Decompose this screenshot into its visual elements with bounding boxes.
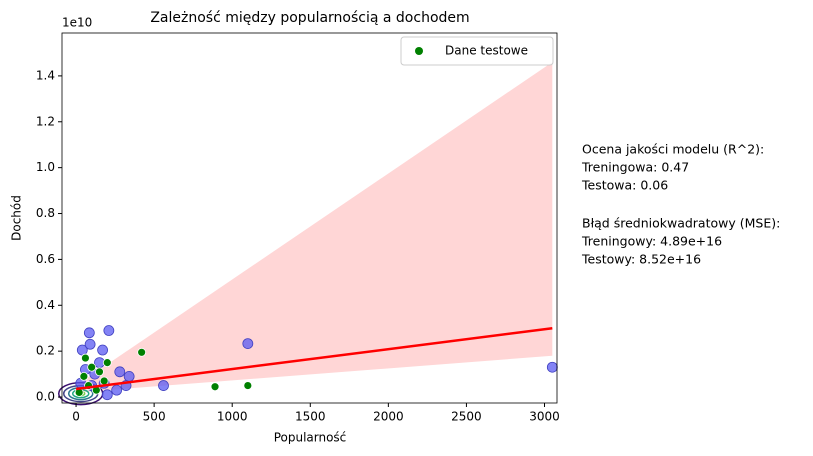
point [546,361,558,373]
point [83,327,95,339]
point [123,370,135,382]
point [111,384,123,396]
y-tick-label: 0.8 [36,206,55,220]
annotation-line: Treningowa: 0.47 [581,160,689,175]
point [243,381,253,390]
point [158,380,169,391]
x-tick-label: 3000 [529,410,560,424]
regression-line [75,326,553,391]
x-tick-label: 2500 [451,410,482,424]
point [99,376,109,386]
point [97,344,108,356]
legend-box [400,36,554,66]
point [210,382,220,392]
chart-title: Zależność między popularnością a dochode… [150,10,469,26]
annotation-line: Treningowy: 4.89e+16 [581,234,722,249]
y-tick-label: 0.0 [36,390,55,404]
x-tick-label: 1000 [217,410,248,424]
point [81,353,90,363]
y-tick-label: 0.4 [36,298,55,312]
point [95,367,104,377]
y-tick-label: 0.2 [36,344,55,358]
plot-frame [61,32,558,404]
y-offset-label: 1e10 [62,16,92,30]
point [101,389,113,401]
y-tick-label: 1.0 [36,160,55,174]
confidence-band [76,62,553,393]
point [79,371,89,381]
y-tick-label: 1.4 [36,68,55,82]
point [103,325,115,336]
legend-label: Dane testowe [445,44,528,58]
annotation-line: Ocena jakości modelu (R^2): [582,142,764,157]
annotation-line: Testowy: 8.52e+16 [581,252,701,267]
annotation-line: Testowa: 0.06 [581,178,668,193]
x-tick-label: 2000 [373,410,404,424]
y-tick-label: 1.2 [36,114,55,128]
y-tick-label: 0.6 [36,252,55,266]
x-tick-label: 0 [72,410,80,424]
point [242,338,254,349]
point [137,347,147,357]
x-axis-label: Popularność [274,431,347,445]
point [87,362,97,372]
x-tick-label: 1500 [295,410,326,424]
point [114,366,126,378]
annotation-line: Błąd średniokwadratowy (MSE): [582,216,780,231]
y-axis-label: Dochód [10,195,24,241]
point [84,338,96,350]
legend-marker [415,47,423,55]
x-tick-label: 500 [143,410,166,424]
point [102,358,112,368]
